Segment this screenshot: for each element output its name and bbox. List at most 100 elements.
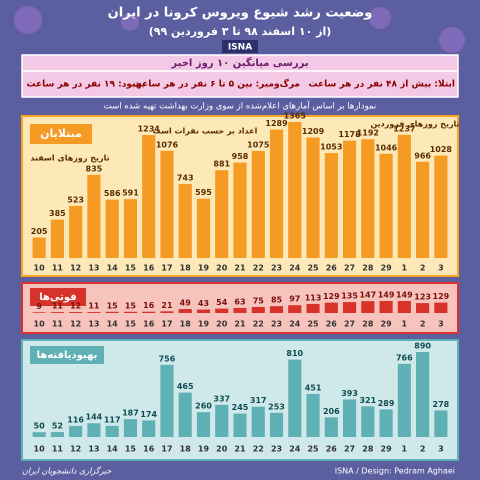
value-label: 147 (359, 291, 376, 300)
value-label: 523 (67, 195, 84, 204)
bar (69, 205, 83, 258)
x-tick-label: 1 (402, 445, 408, 454)
summary-box (21, 54, 459, 98)
value-label: 54 (216, 298, 228, 307)
bar (87, 174, 101, 258)
x-tick-label: 19 (198, 264, 210, 273)
value-label: 1178 (338, 130, 361, 139)
value-label: 49 (180, 299, 192, 308)
x-tick-label: 1 (402, 264, 408, 273)
value-label: 1053 (320, 143, 342, 152)
bar (416, 161, 430, 258)
value-label: 289 (378, 399, 395, 408)
value-label: 85 (271, 296, 283, 305)
bar (50, 219, 64, 258)
virus-decoration (14, 6, 465, 53)
bar (288, 359, 302, 437)
value-label: 149 (378, 291, 395, 300)
title: وضعیت رشد شیوع ویروس کرونا در ایران (108, 6, 373, 21)
x-tick-label: 12 (70, 320, 81, 329)
x-tick-label: 19 (198, 320, 210, 329)
x-tick-label: 24 (289, 264, 301, 273)
x-tick-label: 21 (234, 320, 246, 329)
value-label: 1075 (247, 140, 270, 149)
bar (416, 303, 430, 313)
value-label: 337 (213, 394, 230, 403)
x-tick-label: 2 (420, 445, 426, 454)
bar (251, 406, 265, 437)
x-tick-label: 26 (326, 445, 338, 454)
value-label: 43 (198, 299, 209, 308)
x-tick-label: 14 (107, 320, 119, 329)
bar (123, 419, 138, 437)
x-tick-label: 22 (253, 445, 264, 454)
value-label: 21 (161, 301, 173, 310)
value-label: 117 (104, 415, 121, 424)
value-label: 11 (88, 302, 100, 311)
bar (306, 137, 320, 258)
bar (87, 312, 101, 313)
bar (251, 306, 265, 313)
x-tick-label: 16 (143, 445, 155, 454)
bar (269, 412, 284, 437)
x-tick-label: 3 (438, 264, 444, 273)
value-label: 149 (396, 291, 413, 300)
bar (233, 413, 247, 437)
value-label: 1289 (265, 119, 288, 128)
value-label: 766 (396, 353, 413, 362)
x-tick-label: 24 (289, 445, 301, 454)
value-label: 116 (67, 415, 84, 424)
bar (233, 162, 247, 258)
bar (324, 302, 338, 313)
chart-title-box (30, 288, 86, 306)
bar (196, 198, 211, 258)
annotation: تاریخ روزهای اسفند (30, 154, 109, 163)
value-label: 317 (250, 396, 267, 405)
x-tick-label: 10 (34, 445, 46, 454)
bar (215, 170, 229, 258)
value-label: 15 (107, 301, 119, 310)
bar (416, 352, 430, 437)
value-label: 174 (140, 410, 157, 419)
value-label: 75 (253, 296, 265, 305)
bar (69, 425, 83, 437)
value-label: 890 (414, 342, 431, 351)
value-label: 253 (268, 402, 285, 411)
subtitle: (از ۱۰ اسفند ۹۸ تا ۳ فروردین ۹۹) (149, 25, 332, 38)
x-tick-label: 25 (307, 320, 319, 329)
value-label: 966 (414, 151, 431, 160)
value-label: 1028 (430, 145, 453, 154)
value-label: 135 (341, 292, 358, 301)
x-tick-label: 21 (234, 445, 246, 454)
value-label: 245 (232, 403, 249, 412)
value-label: 1365 (284, 112, 307, 121)
bar (361, 139, 375, 258)
value-label: 278 (433, 400, 450, 409)
bar (50, 312, 64, 313)
value-label: 385 (49, 209, 66, 218)
bar (397, 301, 411, 313)
value-label: 129 (323, 292, 340, 301)
chart-title-box (30, 124, 92, 144)
value-label: 97 (289, 295, 300, 304)
value-label: 591 (122, 189, 139, 198)
x-tick-label: 29 (381, 264, 393, 273)
x-tick-label: 17 (161, 445, 172, 454)
x-tick-label: 18 (180, 445, 192, 454)
x-tick-label: 14 (107, 264, 119, 273)
chart-title: مبتلایان (40, 127, 82, 140)
bar (87, 423, 101, 437)
bar (142, 311, 156, 313)
bar (379, 409, 393, 437)
bar (269, 129, 284, 258)
x-tick-label: 15 (125, 320, 137, 329)
bar (251, 150, 265, 258)
x-tick-label: 2 (420, 264, 426, 273)
bar (215, 404, 229, 437)
value-label: 881 (213, 160, 230, 169)
footer-agency: خبرگزاری دانشجویان ایران (22, 466, 111, 476)
value-label: 129 (433, 292, 450, 301)
value-label: 123 (414, 293, 431, 302)
brand: ISNA (228, 43, 252, 53)
x-tick-label: 13 (88, 264, 99, 273)
